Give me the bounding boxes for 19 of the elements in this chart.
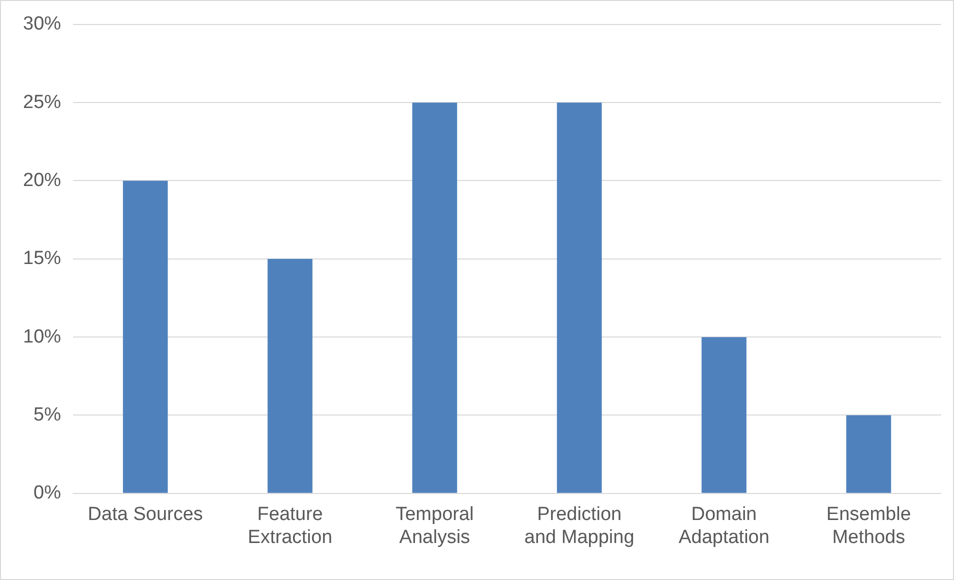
y-tick-label: 10% <box>22 326 62 348</box>
x-tick-label: Temporal Analysis <box>396 504 474 548</box>
bar <box>846 415 892 493</box>
y-tick-label: 0% <box>34 482 62 504</box>
y-tick-label: 15% <box>22 248 62 270</box>
bar <box>556 102 602 493</box>
x-tick-label: Data Sources <box>88 504 203 526</box>
x-tick-label: Ensemble Methods <box>826 504 911 548</box>
y-tick-label: 30% <box>22 14 62 35</box>
bar <box>412 102 458 493</box>
bar <box>122 180 168 493</box>
bar <box>268 258 312 493</box>
y-tick-label: 25% <box>22 92 62 113</box>
y-tick-label: 5% <box>34 404 62 426</box>
x-tick-label: Feature Extraction <box>248 504 332 548</box>
bar <box>702 337 746 493</box>
x-tick-label: Prediction and Mapping <box>524 504 634 548</box>
y-tick-label: 20% <box>22 170 62 191</box>
x-tick-label: Domain Adaptation <box>678 504 770 548</box>
